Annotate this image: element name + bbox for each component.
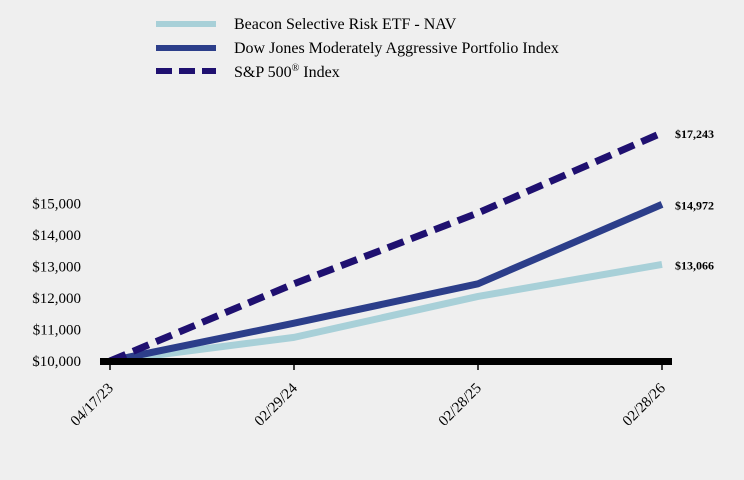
x-tick-label: 02/29/24 [252,380,301,429]
x-axis-ticks: 04/17/23 02/29/24 02/28/25 02/28/26 [68,361,669,430]
x-axis-line [100,358,672,365]
legend-item: S&P 500® Index [156,63,340,81]
series-lines [108,129,664,365]
y-tick-label: $10,000 [32,354,81,370]
end-value-label: $17,243 [675,127,714,141]
x-tick-label: 02/28/26 [620,380,669,429]
series-line [108,129,664,365]
end-value-labels: $13,066 $14,972 $17,243 [675,127,714,273]
chart-legend: Beacon Selective Risk ETF - NAV Dow Jone… [156,16,559,81]
y-tick-label: $13,000 [32,260,81,276]
legend-item: Beacon Selective Risk ETF - NAV [156,16,457,33]
legend-label: S&P 500® Index [234,63,340,81]
y-tick-label: $12,000 [32,291,81,307]
series-line [109,260,663,365]
end-value-label: $14,972 [675,198,714,212]
end-value-label: $13,066 [675,258,714,272]
y-axis-ticks: $10,000 $11,000 $12,000 $13,000 $14,000 $15,0… [32,197,81,371]
legend-item: Dow Jones Moderately Aggressive Portfoli… [156,40,559,57]
x-tick-label: 04/17/23 [68,381,117,430]
series-line [109,201,664,365]
y-tick-label: $11,000 [33,323,81,339]
legend-label: Dow Jones Moderately Aggressive Portfoli… [234,40,559,57]
legend-label-suffix: Index [299,64,339,81]
legend-label: Beacon Selective Risk ETF - NAV [234,16,457,33]
legend-label-main: S&P 500 [234,64,292,81]
y-tick-label: $15,000 [32,197,81,213]
y-tick-label: $14,000 [32,228,81,244]
x-tick-label: 02/28/25 [436,381,485,430]
legend-label-superscript: ® [292,63,300,74]
